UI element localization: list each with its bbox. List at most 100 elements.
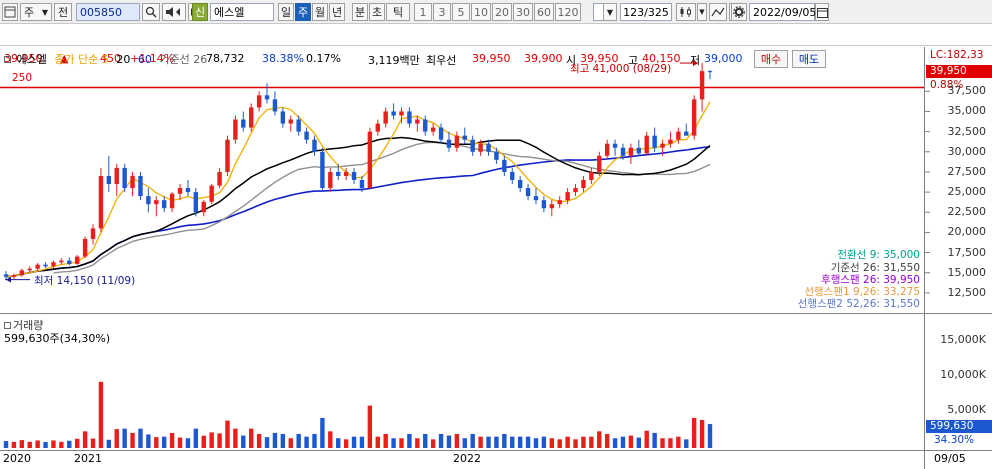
candle-body: [233, 119, 238, 140]
volume-bar: [652, 432, 657, 448]
chart-area[interactable]: 에스엘 종가 단순 5 20 60 기준선 26 250 최고 41,000 (…: [0, 47, 992, 469]
low-label: 저: [690, 54, 701, 67]
volume-bar: [241, 435, 246, 448]
chart-type-icon[interactable]: [2, 3, 18, 21]
speaker-prev-icon[interactable]: [162, 3, 186, 21]
candle-body: [470, 139, 475, 152]
candle-body: [193, 192, 199, 213]
period-minute-tab[interactable]: 분: [352, 3, 368, 21]
period-tick-tab[interactable]: 틱: [386, 3, 410, 21]
search-icon[interactable]: [142, 3, 160, 21]
count-field: 123/325: [620, 3, 672, 21]
candle-body: [130, 175, 135, 189]
stock-code-input[interactable]: 005850: [76, 3, 140, 21]
candle-body: [201, 201, 206, 213]
legend-toggle-icon[interactable]: [4, 56, 11, 63]
sell-button[interactable]: 매도: [792, 50, 826, 68]
volume-bar: [264, 437, 270, 448]
volume-title-text: 거래량: [13, 319, 44, 332]
high-label: 고: [628, 54, 639, 67]
volume-bar: [67, 440, 72, 448]
current-price-tag: 39,950: [926, 65, 992, 78]
interval-20-button[interactable]: 20: [492, 3, 512, 21]
interval-5-button[interactable]: 5: [452, 3, 470, 21]
calendar-icon[interactable]: [815, 3, 829, 21]
volume-bar: [74, 438, 80, 448]
volume-bar: [272, 432, 278, 448]
volume-bar: [597, 431, 602, 448]
volume-bar: [415, 438, 420, 448]
candle-body: [660, 143, 665, 148]
candle-body: [557, 200, 562, 205]
low-annotation: 최저 14,150 (11/09): [34, 275, 136, 287]
volume-bar: [225, 420, 230, 448]
price-tick: 35,000: [947, 104, 987, 118]
volume-bar: [375, 436, 380, 448]
market-select[interactable]: 주 ▼: [20, 3, 52, 21]
interval-60-button[interactable]: 60: [534, 3, 554, 21]
candle-body: [446, 139, 452, 148]
ma5-line: [5, 101, 711, 278]
volume-bar: [581, 436, 586, 448]
interval-1-button[interactable]: 1: [414, 3, 432, 21]
candle-body: [280, 111, 286, 124]
volume-bar: [193, 428, 199, 448]
candle-body: [676, 131, 681, 140]
volume-bar: [612, 438, 618, 448]
trade-amount: 3,119백만: [368, 54, 420, 67]
period-month-tab[interactable]: 월: [312, 3, 328, 21]
volume-bar: [169, 433, 175, 448]
volume-bar: [106, 439, 112, 448]
volume-bar: [233, 428, 238, 448]
candle-body: [225, 139, 230, 172]
volume-bar: [43, 442, 48, 448]
volume-bar: [510, 436, 515, 448]
candle-body: [11, 275, 17, 277]
period-day-tab[interactable]: 일: [278, 3, 294, 21]
volume-bar: [320, 417, 325, 448]
volume-bar: [541, 436, 547, 448]
candle-body: [162, 200, 167, 209]
interval-120-button[interactable]: 120: [555, 3, 581, 21]
period-second-tab[interactable]: 초: [369, 3, 385, 21]
base-line: [53, 141, 711, 274]
volume-bar: [399, 438, 404, 448]
interval-30-button[interactable]: 30: [513, 3, 533, 21]
volume-toggle-icon[interactable]: [4, 322, 11, 329]
period-week-tab[interactable]: 주: [295, 3, 311, 21]
crosshair-icon[interactable]: [709, 3, 727, 21]
volume-bar: [676, 436, 681, 448]
price-tick: 27,500: [947, 164, 987, 178]
settings-gear-icon[interactable]: [731, 3, 747, 21]
buy-button[interactable]: 매수: [754, 50, 788, 68]
legend-stock-name: 에스엘: [16, 53, 47, 66]
x-label-2021: 2021: [74, 452, 102, 465]
volume-bar: [217, 433, 222, 448]
volume-bar: [114, 429, 119, 448]
candle-body: [328, 171, 333, 189]
ichimoku-lagging: 후행스팬 26: 39,950: [821, 274, 920, 286]
period-year-tab[interactable]: 년: [329, 3, 345, 21]
date-input[interactable]: 2022/09/05: [749, 3, 816, 21]
interval-10-button[interactable]: 10: [471, 3, 491, 21]
candle-body: [430, 127, 436, 132]
bid-price: 39,900: [524, 52, 563, 65]
ask-price: 39,950: [472, 52, 511, 65]
interval-dropdown-icon[interactable]: ▼: [603, 3, 617, 21]
candle-body: [525, 188, 531, 197]
chart-layout-icon[interactable]: [676, 3, 696, 21]
candle-body: [320, 151, 325, 189]
candle-body: [581, 180, 586, 189]
candle-body: [375, 123, 380, 132]
low-price: 39,000: [704, 52, 743, 65]
interval-3-button[interactable]: 3: [433, 3, 451, 21]
layout-dropdown-icon[interactable]: ▼: [697, 3, 707, 21]
legend-ma60: 60: [137, 53, 152, 66]
volume-bar: [336, 438, 341, 448]
volume-current-value: 599,630주(34,30%): [4, 332, 111, 345]
volume-bar: [177, 437, 183, 448]
high-price: 40,150: [642, 52, 681, 65]
view-toggle-button[interactable]: 전: [54, 3, 72, 21]
legend-base-line: 기준선 26: [159, 53, 208, 66]
candle-body: [122, 167, 127, 189]
